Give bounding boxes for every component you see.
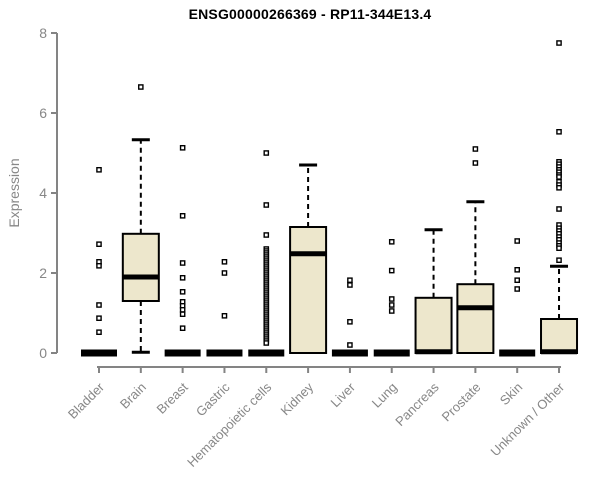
outlier-point-breast xyxy=(179,311,186,318)
outlier-point-breast xyxy=(179,260,186,266)
outlier-point-bladder xyxy=(96,302,102,308)
y-tick-label: 0 xyxy=(39,345,47,361)
x-tick-label-pancreas: Pancreas xyxy=(392,379,442,429)
collapsed-box-breast xyxy=(164,349,201,357)
outlier-point-hematopoietic-cells xyxy=(263,150,270,156)
box-kidney xyxy=(289,226,328,354)
outlier-point-unknown-other xyxy=(556,206,562,212)
outlier-point-breast xyxy=(179,307,186,313)
outlier-point-unknown-other xyxy=(556,40,562,46)
outlier-point-liver xyxy=(347,277,353,284)
outlier-point-bladder xyxy=(96,263,102,269)
collapsed-box-bladder xyxy=(81,349,117,357)
box-pancreas xyxy=(414,296,453,354)
outlier-point-lung xyxy=(388,238,395,245)
outlier-point-gastric xyxy=(221,313,228,319)
outlier-point-unknown-other xyxy=(556,174,562,180)
outlier-point-breast xyxy=(179,212,186,219)
outlier-point-gastric xyxy=(221,270,228,276)
x-tick-label-brain: Brain xyxy=(117,380,149,412)
collapsed-box-skin xyxy=(499,349,536,357)
outlier-point-prostate xyxy=(472,160,479,166)
x-tick-label-bladder: Bladder xyxy=(65,379,108,422)
y-tick-label: 8 xyxy=(39,25,47,41)
x-tick-label-skin: Skin xyxy=(497,380,525,408)
outlier-point-lung xyxy=(388,296,395,302)
outlier-point-gastric xyxy=(221,259,228,265)
outlier-point-skin xyxy=(514,267,520,273)
y-tick-label: 6 xyxy=(39,105,47,121)
collapsed-box-gastric xyxy=(206,349,243,357)
outlier-point-skin xyxy=(514,277,520,284)
x-tick-label-kidney: Kidney xyxy=(278,379,317,418)
box-brain xyxy=(121,232,160,302)
collapsed-box-liver xyxy=(331,349,368,357)
outlier-point-lung xyxy=(388,308,395,314)
outlier-point-unknown-other xyxy=(556,184,562,191)
collapsed-box-lung xyxy=(373,349,410,357)
box-prostate xyxy=(456,283,495,355)
outlier-point-hematopoietic-cells xyxy=(263,232,270,238)
x-tick-label-gastric: Gastric xyxy=(193,379,233,419)
outlier-point-skin xyxy=(514,286,520,292)
outlier-point-bladder xyxy=(96,329,102,336)
x-tick-label-lung: Lung xyxy=(369,380,400,411)
outlier-point-breast xyxy=(179,325,186,332)
outlier-point-breast xyxy=(179,144,186,151)
x-tick-label-unknown-other: Unknown / Other xyxy=(488,379,568,459)
collapsed-box-hematopoietic-cells xyxy=(248,349,285,357)
outlier-point-liver xyxy=(347,319,353,325)
outlier-point-hematopoietic-cells xyxy=(263,202,270,208)
outlier-point-liver xyxy=(347,342,353,348)
y-tick-label: 4 xyxy=(39,185,47,201)
y-tick-label: 2 xyxy=(39,265,47,281)
outlier-point-breast xyxy=(179,289,186,295)
x-tick-label-liver: Liver xyxy=(328,379,359,410)
outlier-point-bladder xyxy=(96,241,102,248)
outlier-point-bladder xyxy=(96,315,102,322)
outlier-point-lung xyxy=(388,302,395,308)
outlier-point-liver xyxy=(347,282,353,288)
outlier-point-prostate xyxy=(472,146,479,152)
outlier-point-lung xyxy=(388,267,395,274)
chart-title: ENSG00000266369 - RP11-344E13.4 xyxy=(188,6,432,22)
box-unknown-other xyxy=(540,318,579,354)
outlier-point-unknown-other xyxy=(556,128,562,135)
outlier-point-brain xyxy=(138,84,144,90)
x-tick-label-prostate: Prostate xyxy=(439,380,484,425)
outlier-point-unknown-other xyxy=(556,257,562,264)
outlier-point-skin xyxy=(514,238,520,244)
outlier-point-bladder xyxy=(96,166,102,173)
outlier-point-breast xyxy=(179,275,186,281)
x-tick-label-breast: Breast xyxy=(154,379,191,416)
outlier-point-hematopoietic-cells xyxy=(263,340,270,346)
outlier-point-unknown-other xyxy=(556,245,562,252)
